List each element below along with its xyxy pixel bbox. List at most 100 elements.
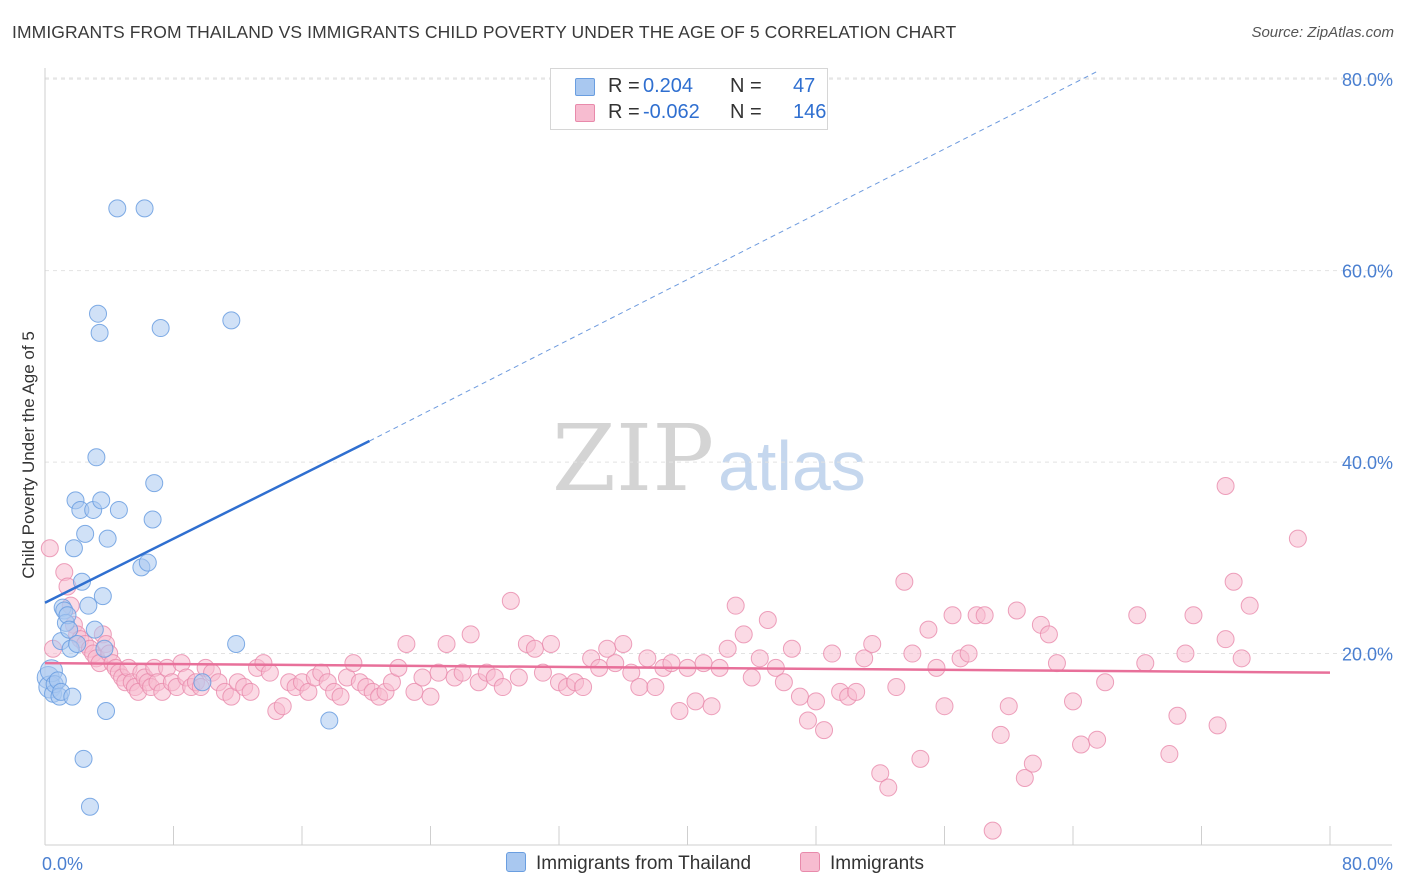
data-point-immigrants — [260, 663, 279, 682]
data-point-immigrants — [718, 639, 737, 658]
trend-line-thailand — [44, 439, 371, 604]
data-point-immigrants — [501, 591, 520, 610]
data-point-immigrants — [241, 682, 260, 701]
data-point-immigrants — [879, 778, 898, 797]
watermark: ZIP atlas — [552, 405, 866, 512]
data-point-immigrants — [1039, 625, 1058, 644]
bottom-legend-immigrants: Immigrants — [800, 852, 924, 875]
data-point-thailand — [63, 687, 82, 706]
data-point-immigrants — [1184, 606, 1203, 625]
data-point-immigrants — [758, 611, 777, 630]
data-point-immigrants — [1232, 649, 1251, 668]
y-axis-label: Child Poverty Under the Age of 5 — [19, 331, 38, 579]
data-point-thailand — [227, 634, 246, 653]
data-point-immigrants — [991, 725, 1010, 744]
data-point-thailand — [109, 500, 128, 519]
tick-labels: 20.0% 40.0% 60.0% 80.0% 0.0% 80.0% — [42, 70, 1393, 874]
data-point-immigrants — [1208, 716, 1227, 735]
x-tick-label: 0.0% — [42, 854, 83, 874]
data-point-immigrants — [1015, 768, 1034, 787]
data-point-immigrants — [855, 649, 874, 668]
legend-swatch-pink — [575, 104, 595, 122]
data-point-immigrants — [421, 687, 440, 706]
y-tick-label: 40.0% — [1342, 453, 1393, 473]
chart-title: IMMIGRANTS FROM THAILAND VS IMMIGRANTS C… — [12, 22, 957, 42]
data-point-thailand — [76, 524, 95, 543]
data-point-immigrants — [461, 625, 480, 644]
data-point-immigrants — [1216, 630, 1235, 649]
data-point-immigrants — [344, 654, 363, 673]
bottom-legend-label-immigrants: Immigrants — [830, 853, 924, 874]
data-point-immigrants — [782, 639, 801, 658]
data-point-immigrants — [331, 687, 350, 706]
legend-swatch-blue — [575, 78, 595, 96]
data-point-immigrants — [871, 764, 890, 783]
legend-r-value: 0.204 — [643, 75, 694, 97]
trend-line-immigrants — [44, 661, 1331, 674]
data-point-immigrants — [1023, 754, 1042, 773]
data-point-immigrants — [943, 606, 962, 625]
legend-r-label: R = — [608, 75, 640, 97]
data-point-immigrants — [1096, 673, 1115, 692]
data-point-thailand — [64, 539, 83, 558]
bottom-legend-thailand: Immigrants from Thailand — [506, 852, 751, 875]
data-point-immigrants — [1240, 596, 1259, 615]
data-point-immigrants — [273, 697, 292, 716]
data-point-immigrants — [815, 721, 834, 740]
grid — [45, 77, 1392, 655]
data-point-immigrants — [847, 682, 866, 701]
data-point-immigrants — [975, 606, 994, 625]
data-point-immigrants — [670, 701, 689, 720]
data-point-immigrants — [887, 678, 906, 697]
trend-lines — [44, 71, 1331, 674]
data-point-immigrants — [1128, 606, 1147, 625]
data-point-immigrants — [437, 634, 456, 653]
data-point-thailand — [85, 620, 104, 639]
x-tick-label: 80.0% — [1342, 854, 1393, 874]
legend-r-label: R = — [608, 101, 640, 123]
watermark-zip: ZIP — [552, 405, 714, 512]
data-point-thailand — [135, 199, 154, 218]
data-point-immigrants — [1176, 644, 1195, 663]
data-point-thailand — [79, 596, 98, 615]
data-point-immigrants — [790, 687, 809, 706]
y-tick-label: 80.0% — [1342, 70, 1393, 90]
legend-n-label: N = — [730, 101, 762, 123]
data-point-thailand — [151, 319, 170, 338]
data-point-thailand — [92, 491, 111, 510]
data-point-immigrants — [413, 668, 432, 687]
legend-n-value: 47 — [793, 75, 816, 97]
data-point-immigrants — [389, 658, 408, 677]
data-point-immigrants — [919, 620, 938, 639]
legend-r-value: -0.062 — [643, 101, 700, 123]
data-point-thailand — [193, 673, 212, 692]
data-point-immigrants — [541, 634, 560, 653]
data-point-immigrants — [895, 572, 914, 591]
data-point-immigrants — [453, 663, 472, 682]
data-point-immigrants — [1007, 601, 1026, 620]
data-point-immigrants — [1088, 730, 1107, 749]
axes — [44, 68, 1392, 846]
data-point-immigrants — [742, 668, 761, 687]
data-point-thailand — [108, 199, 127, 218]
correlation-legend: R = 0.204 N = 47 R = -0.062 N = 146 — [550, 68, 828, 130]
data-point-thailand — [222, 311, 241, 330]
data-point-thailand — [93, 587, 112, 606]
data-point-immigrants — [1160, 745, 1179, 764]
data-point-immigrants — [750, 649, 769, 668]
data-point-immigrants — [1136, 654, 1155, 673]
data-point-immigrants — [774, 673, 793, 692]
data-point-immigrants — [646, 678, 665, 697]
data-point-immigrants — [823, 644, 842, 663]
data-point-immigrants — [863, 634, 882, 653]
series-immigrants-from-thailand — [36, 199, 339, 816]
data-point-immigrants — [606, 654, 625, 673]
data-point-immigrants — [734, 625, 753, 644]
bottom-legend-swatch-pink — [800, 852, 820, 872]
data-point-thailand — [320, 711, 339, 730]
data-point-thailand — [89, 304, 108, 323]
data-point-immigrants — [1224, 572, 1243, 591]
data-point-immigrants — [686, 692, 705, 711]
data-point-immigrants — [574, 678, 593, 697]
